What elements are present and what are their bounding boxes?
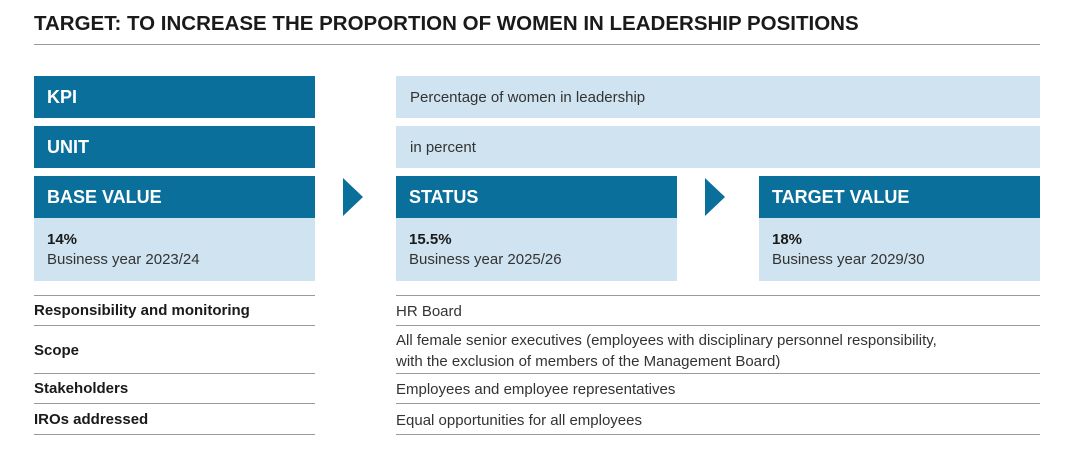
status-year: Business year 2025/26 xyxy=(409,251,562,268)
row-divider xyxy=(396,325,1040,326)
unit-label: UNIT xyxy=(34,126,315,168)
status-value: 15.5% xyxy=(409,231,452,248)
title-divider xyxy=(34,44,1040,45)
row-divider xyxy=(396,434,1040,435)
page-title: TARGET: TO INCREASE THE PROPORTION OF WO… xyxy=(34,12,859,35)
target-value-box: 18% Business year 2029/30 xyxy=(759,218,1040,281)
scope-value-line1: All female senior executives (employees … xyxy=(396,332,937,349)
iros-label: IROs addressed xyxy=(34,411,149,428)
scope-label: Scope xyxy=(34,342,80,359)
responsibility-value: HR Board xyxy=(396,303,462,320)
arrow-right-icon xyxy=(343,178,363,216)
base-value: 14% xyxy=(47,231,78,248)
status-box: 15.5% Business year 2025/26 xyxy=(396,218,677,281)
responsibility-label: Responsibility and monitoring xyxy=(34,302,250,319)
row-divider xyxy=(396,373,1040,374)
row-divider xyxy=(34,434,315,435)
stakeholders-value: Employees and employee representatives xyxy=(396,381,676,398)
row-divider xyxy=(396,295,1040,296)
row-divider xyxy=(396,403,1040,404)
row-divider xyxy=(34,295,315,296)
kpi-label: KPI xyxy=(34,76,315,118)
row-divider xyxy=(34,373,315,374)
unit-value: in percent xyxy=(396,126,1040,168)
row-divider xyxy=(34,325,315,326)
stakeholders-label: Stakeholders xyxy=(34,380,129,397)
target-value-header: TARGET VALUE xyxy=(759,176,1040,218)
kpi-value: Percentage of women in leadership xyxy=(396,76,1040,118)
iros-value: Equal opportunities for all employees xyxy=(396,412,642,429)
arrow-right-icon xyxy=(705,178,725,216)
target-year: Business year 2029/30 xyxy=(772,251,925,268)
row-divider xyxy=(34,403,315,404)
base-value-box: 14% Business year 2023/24 xyxy=(34,218,315,281)
target-value: 18% xyxy=(772,231,803,248)
status-header: STATUS xyxy=(396,176,677,218)
scope-value-line2: with the exclusion of members of the Man… xyxy=(396,353,781,370)
scope-value: All female senior executives (employees … xyxy=(396,330,937,372)
base-year: Business year 2023/24 xyxy=(47,251,200,268)
base-value-header: BASE VALUE xyxy=(34,176,315,218)
